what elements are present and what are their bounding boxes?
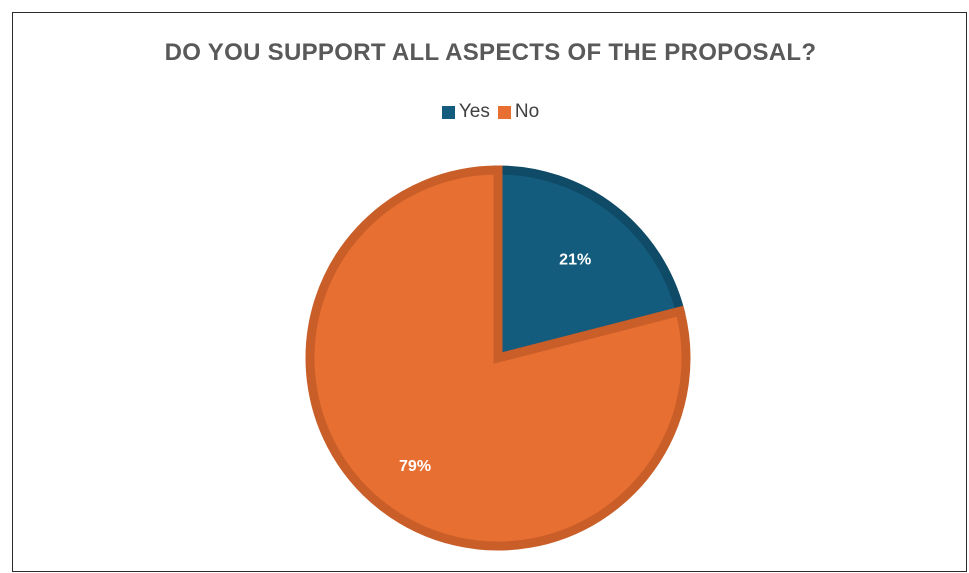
legend-label-yes: Yes: [458, 101, 490, 122]
legend-swatch-yes: [441, 105, 455, 119]
data-label-yes: 21%: [559, 251, 591, 268]
chart-legend: Yes No: [13, 101, 968, 123]
chart-title: DO YOU SUPPORT ALL ASPECTS OF THE PROPOS…: [164, 39, 817, 66]
legend-item-no: No: [497, 101, 540, 123]
legend-swatch-no: [497, 105, 511, 119]
pie-slice-yes: [493, 165, 686, 364]
legend-item-yes: Yes: [441, 101, 490, 123]
legend-label-no: No: [514, 101, 540, 122]
chart-frame: DO YOU SUPPORT ALL ASPECTS OF THE PROPOS…: [12, 12, 967, 572]
pie-chart: 21% 79%: [305, 165, 691, 551]
data-label-no: 79%: [399, 458, 431, 475]
pie-slice-no: [305, 165, 691, 551]
